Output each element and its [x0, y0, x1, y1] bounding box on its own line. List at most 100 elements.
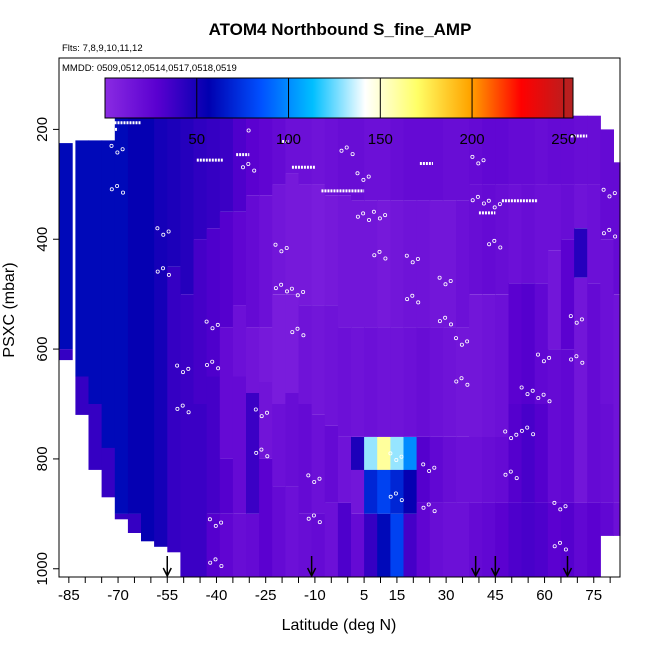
- track-point: [574, 320, 579, 325]
- heatmap-cell: [311, 513, 326, 577]
- track-point: [432, 465, 437, 470]
- heatmap-cell: [219, 458, 234, 514]
- heatmap-cell: [259, 115, 273, 196]
- heatmap-cell: [246, 393, 260, 514]
- track-point: [530, 388, 535, 393]
- track-point: [161, 232, 166, 237]
- heatmap-cell: [390, 513, 405, 577]
- heatmap-cell: [272, 486, 286, 577]
- heatmap-cell: [521, 404, 536, 503]
- track-point: [481, 158, 486, 163]
- track-point: [175, 363, 180, 368]
- y-tick-label: 600: [34, 337, 51, 362]
- heatmap-cell: [416, 115, 431, 201]
- heatmap-cell: [88, 140, 103, 404]
- heatmap-cell: [351, 513, 365, 577]
- heatmap-cell: [390, 327, 405, 437]
- heatmap-cell: [456, 437, 470, 503]
- track-point: [410, 293, 415, 298]
- heatmap-cell: [534, 184, 549, 284]
- heatmap-cell: [351, 437, 365, 470]
- heatmap-cell: [495, 115, 509, 185]
- heatmap-cell: [246, 115, 260, 196]
- track-point: [312, 479, 317, 484]
- heatmap-cell: [311, 184, 326, 306]
- track-point: [253, 407, 258, 412]
- heatmap-cell: [351, 469, 365, 514]
- heatmap-cell: [521, 283, 536, 404]
- track-point: [498, 245, 503, 250]
- heatmap-cell: [285, 294, 300, 394]
- heatmap-cell: [560, 184, 575, 240]
- heatmap-cell: [259, 195, 273, 328]
- heatmap-cell: [127, 115, 142, 514]
- heatmap-cell: [101, 447, 116, 498]
- track-point: [459, 342, 464, 347]
- track-point: [317, 476, 322, 481]
- track-point: [541, 359, 546, 364]
- track-point: [383, 256, 388, 261]
- track-point: [531, 432, 536, 437]
- track-point: [219, 520, 224, 525]
- heatmap-cell: [429, 502, 444, 577]
- heatmap-cell: [521, 184, 536, 284]
- track-point: [295, 326, 300, 331]
- heatmap-cell: [587, 502, 601, 577]
- track-point: [306, 516, 311, 521]
- x-tick-label: -40: [206, 587, 228, 604]
- arrow-marker: [490, 556, 501, 578]
- heatmap-cell: [547, 250, 562, 350]
- track-point: [210, 326, 215, 331]
- heatmap-cell: [180, 294, 195, 577]
- track-point: [579, 317, 584, 322]
- track-point: [613, 234, 618, 239]
- track-point: [437, 319, 442, 324]
- track-point: [317, 520, 322, 525]
- track-point: [547, 355, 552, 360]
- heatmap-cell: [547, 502, 562, 577]
- track-point: [273, 286, 278, 291]
- track-point: [246, 161, 251, 166]
- heatmap-cell: [429, 327, 444, 437]
- track-point: [492, 238, 497, 243]
- heatmap-cell: [337, 437, 352, 503]
- track-point: [612, 191, 617, 196]
- heatmap-cell: [351, 115, 365, 201]
- heatmap-cell: [390, 437, 405, 470]
- track-point: [558, 507, 563, 512]
- heatmap-cell: [429, 437, 444, 503]
- heatmap-cell: [521, 115, 536, 185]
- track-point: [415, 256, 420, 261]
- track-point: [437, 275, 442, 280]
- track-point: [204, 362, 209, 367]
- track-point: [155, 226, 160, 231]
- track-point: [487, 242, 492, 247]
- heatmap-cell: [390, 200, 405, 328]
- heatmap-cell: [377, 115, 391, 201]
- track-point: [508, 469, 513, 474]
- chart-title: ATOM4 Northbound S_fine_AMP: [209, 20, 472, 39]
- track-point: [208, 560, 213, 565]
- heatmap-cell: [377, 437, 391, 470]
- heatmap-cell: [587, 115, 601, 185]
- heatmap-cell: [219, 327, 234, 459]
- track-point: [601, 231, 606, 236]
- arrow-markers: [162, 556, 573, 578]
- track-point: [166, 272, 171, 277]
- track-point: [492, 205, 497, 210]
- track-point: [311, 513, 316, 518]
- track-point: [180, 403, 185, 408]
- track-point: [377, 249, 382, 254]
- heatmap-cell: [508, 283, 523, 404]
- track-point: [568, 314, 573, 319]
- track-point: [432, 509, 437, 514]
- track-point: [284, 245, 289, 250]
- heatmap-cell: [416, 437, 431, 503]
- track-point: [421, 505, 426, 510]
- heatmap-cell: [364, 200, 378, 328]
- track-point: [155, 269, 160, 274]
- heatmap-cell: [324, 305, 339, 426]
- track-point: [580, 360, 585, 365]
- heatmap-cell: [442, 200, 457, 328]
- dates-note: MMDD: 0509,0512,0514,0517,0518,0519: [62, 63, 237, 74]
